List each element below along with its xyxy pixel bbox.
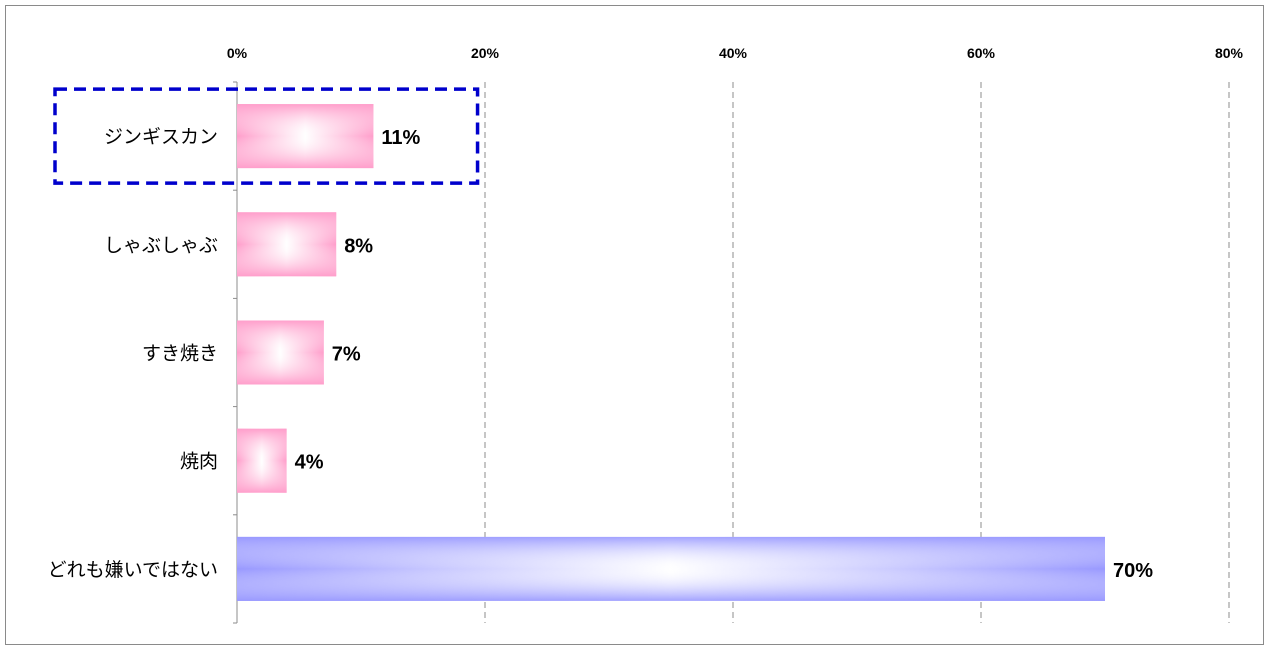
bar-layer	[237, 104, 1105, 601]
category-label: しゃぶしゃぶ	[104, 234, 218, 256]
data-label: 70%	[1113, 560, 1153, 582]
data-label: 4%	[295, 452, 324, 474]
bar-shading	[237, 104, 374, 169]
category-label: ジンギスカン	[104, 126, 218, 148]
data-label: 7%	[332, 344, 361, 366]
x-tick-label: 60%	[967, 45, 996, 61]
category-label: 焼肉	[180, 451, 218, 473]
category-label: すき焼き	[142, 343, 218, 365]
bar-shading	[237, 536, 1105, 601]
data-label: 8%	[344, 235, 373, 257]
x-tick-label: 40%	[719, 45, 748, 61]
highlight-box	[53, 87, 480, 185]
bar-shading	[237, 428, 287, 493]
x-tick-label: 20%	[471, 45, 500, 61]
bar-shading	[237, 212, 337, 277]
x-tick-label: 0%	[227, 45, 248, 61]
axis-layer	[233, 81, 238, 624]
category-label: どれも嫌いではない	[48, 559, 218, 581]
data-label: 11%	[381, 127, 420, 149]
x-tick-label: 80%	[1215, 45, 1244, 61]
label-layer: 0% 20% 40% 60% 80% ジンギスカン 11% しゃぶしゃぶ 8% すき焼き 7% 焼肉 4…	[48, 45, 1244, 582]
bar-shading	[237, 320, 324, 385]
grid-layer	[484, 82, 1230, 623]
